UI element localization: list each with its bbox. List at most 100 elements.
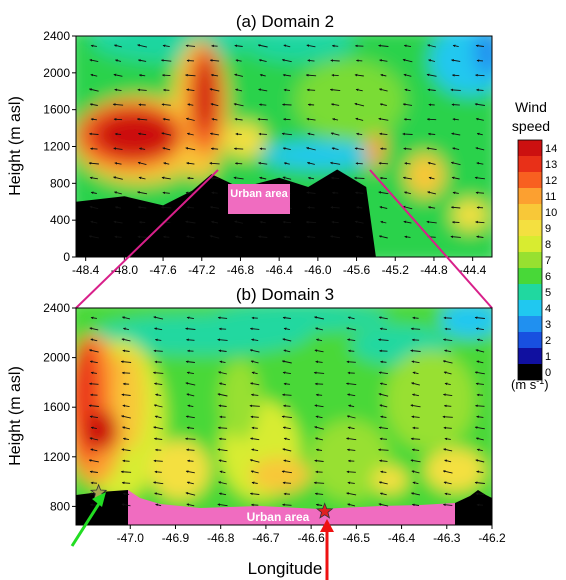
wind-vector-arrow <box>211 191 218 195</box>
panel-b-ylabel: Height (m asl) <box>7 366 24 466</box>
wind-vector-arrow <box>88 459 99 463</box>
colorbar-tick-label: 8 <box>545 239 551 251</box>
wind-vector-arrow <box>403 191 412 195</box>
wind-vector-arrow <box>410 437 421 441</box>
x-tick-label: -46.4 <box>265 263 293 277</box>
wind-vector-arrow <box>411 360 420 364</box>
wind-vector-arrow <box>306 88 316 92</box>
wind-vector-arrow <box>353 176 365 180</box>
wind-vector-arrow <box>330 206 340 209</box>
x-tick-label: -48.4 <box>72 263 100 277</box>
wind-vector-arrow <box>251 426 258 430</box>
wind-vector-arrow <box>137 235 147 239</box>
wind-vector-arrow <box>412 481 419 485</box>
wind-vector-arrow <box>330 59 340 62</box>
wind-vector-arrow <box>233 102 244 107</box>
wind-vector-arrow <box>259 176 267 180</box>
wind-vector-arrow <box>306 161 315 165</box>
wind-vector-arrow <box>114 235 122 239</box>
wind-vector-arrow <box>137 44 148 48</box>
x-tick-label: -46.3 <box>433 531 461 545</box>
wind-vector-arrow <box>315 415 323 419</box>
wind-vector-arrow <box>305 73 317 77</box>
wind-vector-arrow <box>186 481 194 485</box>
x-tick-label: -46.4 <box>388 531 416 545</box>
colorbar-swatch <box>518 236 542 252</box>
wind-vector-arrow <box>347 481 355 485</box>
wind-vector-arrow <box>410 459 421 463</box>
wind-vector-arrow <box>307 176 315 180</box>
wind-vector-arrow <box>162 117 170 121</box>
wind-vector-arrow <box>474 316 485 320</box>
wind-vector-arrow <box>281 58 292 63</box>
wind-vector-arrow <box>475 327 484 331</box>
wind-vector-arrow <box>403 44 412 48</box>
colorbar-swatch <box>518 332 542 348</box>
wind-vector-arrow <box>257 117 268 121</box>
wind-vector-arrow <box>356 206 363 209</box>
wind-vector-arrow <box>154 470 162 474</box>
wind-vector-arrow <box>153 404 163 408</box>
y-tick-label: 2400 <box>43 301 70 315</box>
wind-vector-arrow <box>153 349 163 353</box>
wind-vector-arrow <box>331 44 339 48</box>
x-tick-label: -47.2 <box>188 263 216 277</box>
wind-vector-arrow <box>442 470 453 474</box>
x-tick-label: -47.6 <box>149 263 177 277</box>
wind-vector-arrow <box>475 437 484 441</box>
x-tick-label: -46.6 <box>297 531 325 545</box>
wind-vector-arrow <box>89 327 99 331</box>
wind-vector-arrow <box>410 349 421 353</box>
wind-vector-arrow <box>259 220 266 224</box>
wind-vector-arrow <box>258 132 267 136</box>
wind-vector-arrow <box>209 88 220 92</box>
wind-vector-arrow <box>402 132 413 136</box>
wind-vector-arrow <box>185 117 195 121</box>
wind-vector-arrow <box>122 426 131 430</box>
wind-vector-arrow <box>426 147 437 151</box>
panel-a-x-ticks: -48.4 -48.0 -47.6 -47.2 -46.8 -46.4 -46.0 -45.6… <box>72 257 487 277</box>
wind-vector-arrow <box>444 459 452 463</box>
wind-vector-arrow <box>250 415 259 419</box>
y-tick-label: 400 <box>50 213 70 227</box>
wind-vector-arrow <box>217 316 228 320</box>
y-tick-label: 1600 <box>43 400 70 414</box>
wind-vector-arrow <box>282 176 292 180</box>
wind-vector-arrow <box>218 349 227 353</box>
wind-vector-arrow <box>187 459 194 463</box>
wind-vector-arrow <box>185 73 196 77</box>
wind-vector-arrow <box>217 426 228 430</box>
colorbar-unit: (m s-1) <box>511 376 549 392</box>
wind-vector-arrow <box>307 103 315 107</box>
wind-vector-arrow <box>249 327 260 331</box>
wind-vector-arrow <box>379 492 387 496</box>
wind-vector-arrow <box>305 220 317 224</box>
wind-vector-arrow <box>314 459 324 463</box>
wind-vector-arrow <box>89 382 99 386</box>
wind-vector-arrow <box>348 404 355 408</box>
wind-vector-arrow <box>427 206 436 209</box>
wind-vector-arrow <box>402 205 413 210</box>
wind-vector-arrow <box>378 44 389 48</box>
panel-a-title: (a) Domain 2 <box>236 12 334 31</box>
colorbar-swatch <box>518 188 542 204</box>
wind-vector-arrow <box>283 382 291 386</box>
wind-vector-arrow <box>114 88 122 92</box>
wind-vector-arrow <box>136 117 148 121</box>
wind-vector-arrow <box>345 382 357 386</box>
wind-vector-arrow <box>475 147 485 151</box>
wind-vector-arrow <box>282 426 291 430</box>
wind-vector-arrow <box>234 117 243 121</box>
wind-vector-arrow <box>155 503 162 507</box>
wind-vector-arrow <box>380 360 387 364</box>
wind-vector-arrow <box>427 44 437 48</box>
wind-vector-arrow <box>258 88 268 92</box>
wind-vector-arrow <box>217 393 228 397</box>
wind-vector-arrow <box>218 437 227 441</box>
colorbar-tick-label: 10 <box>545 207 557 219</box>
wind-vector-arrow <box>90 338 98 342</box>
wind-vector-arrow <box>283 88 291 92</box>
wind-vector-arrow <box>332 118 339 121</box>
wind-vector-arrow <box>444 492 451 496</box>
